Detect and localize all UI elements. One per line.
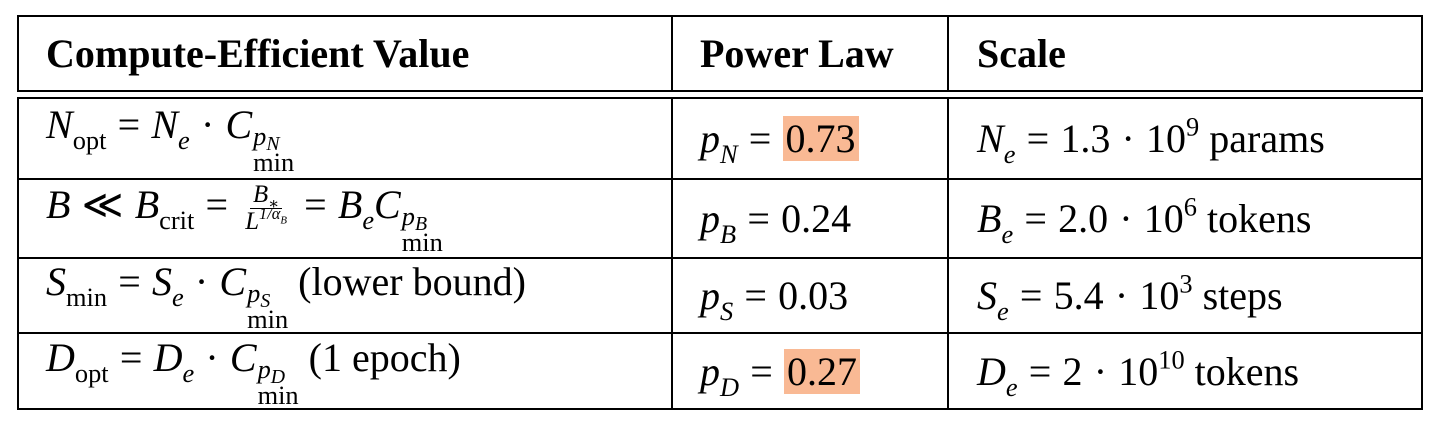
row-3-scale: Se = 5.4 · 103 steps — [977, 268, 1283, 327]
column-divider — [947, 17, 949, 90]
highlighted-exponent: 0.73 — [782, 116, 859, 161]
row-2-scale: Be = 2.0 · 106 tokens — [977, 191, 1312, 250]
fraction: B∗ L1/αB — [245, 181, 287, 236]
column-divider — [671, 17, 673, 90]
table-header: Compute-Efficient Value Power Law Scale — [17, 15, 1423, 92]
header-scale: Scale — [977, 31, 1066, 76]
row-1-scale: Ne = 1.3 · 109 params — [977, 111, 1325, 170]
row-4-scale: De = 2 · 1010 tokens — [977, 344, 1300, 402]
header-compute-efficient-value: Compute-Efficient Value — [46, 31, 470, 76]
row-divider — [19, 178, 1421, 180]
row-3-power-law: pS = 0.03 — [700, 273, 849, 327]
row-divider — [19, 332, 1421, 334]
column-divider — [947, 99, 949, 408]
row-2-power-law: pB = 0.24 — [700, 196, 852, 250]
row-2-value-formula: B ≪ Bcrit = B∗ L1/αB = BeC pB min — [46, 181, 443, 258]
row-4-power-law: pD = 0.27 — [700, 334, 860, 408]
highlighted-exponent: 0.27 — [784, 348, 860, 394]
row-1-power-law: pN = 0.73 — [700, 99, 859, 178]
header-power-law: Power Law — [700, 31, 894, 76]
column-divider — [671, 99, 673, 408]
row-divider — [19, 257, 1421, 259]
